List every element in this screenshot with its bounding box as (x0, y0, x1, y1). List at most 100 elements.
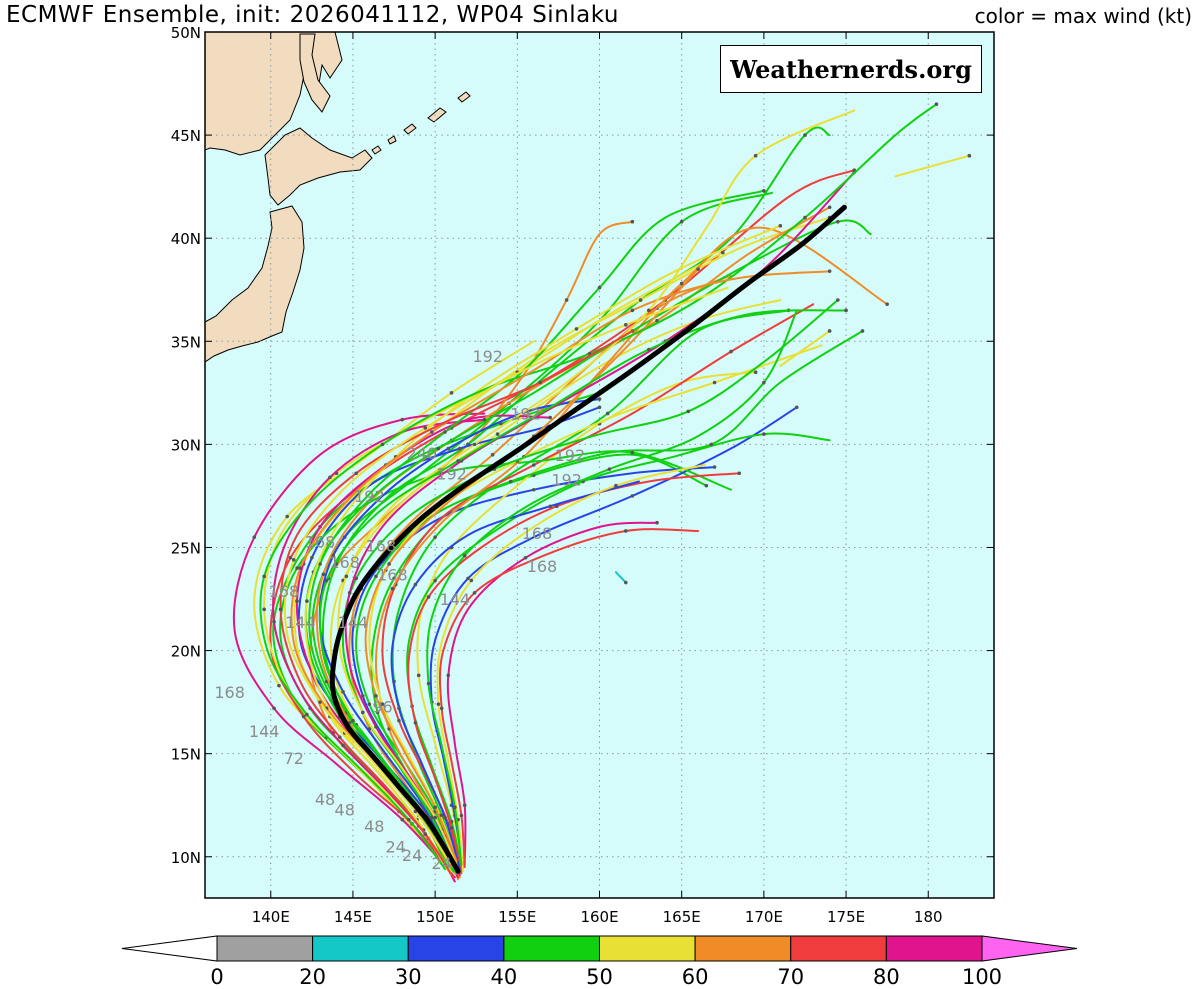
track-point (679, 219, 684, 224)
track-point (597, 397, 602, 401)
track-point (436, 446, 441, 451)
track-point (337, 735, 342, 739)
track-point (647, 347, 651, 352)
colorbar-segment (885, 935, 983, 962)
track-point (380, 702, 385, 706)
ensemble-member-track (406, 432, 831, 871)
lon-tick-label: 155E (498, 908, 536, 926)
forecast-hour-label: 168 (522, 524, 553, 543)
track-point (341, 743, 345, 748)
lon-tick-label: 170E (745, 908, 783, 926)
track-point (762, 432, 766, 436)
track-point (709, 442, 714, 447)
ensemble-member-track (263, 251, 724, 873)
track-point (341, 690, 345, 694)
lat-tick-label: 45N (171, 127, 201, 145)
lat-tick-label: 15N (171, 746, 201, 764)
ensemble-mean-track (329, 204, 847, 874)
track-point (624, 322, 628, 327)
forecast-hour-label: 192 (472, 347, 503, 366)
track-point (449, 391, 454, 395)
track-point (495, 432, 500, 436)
colorbar-tick-label: 20 (299, 965, 326, 989)
ensemble-member-track (436, 464, 706, 873)
track-point (466, 576, 470, 581)
track-point (285, 514, 289, 519)
forecast-hour-label: 168 (329, 553, 360, 572)
forecast-hour-label: 168 (527, 557, 558, 576)
ensemble-member-track (279, 330, 634, 879)
track-point (885, 302, 889, 306)
colorbar-segment (407, 935, 505, 962)
track-point (278, 607, 283, 612)
track-point (426, 595, 431, 599)
track-point (704, 483, 709, 488)
track-point (361, 694, 365, 698)
track-point (331, 553, 336, 558)
track-point (387, 562, 391, 566)
track-point (624, 580, 628, 585)
track-point (305, 599, 309, 603)
ensemble-member-track (272, 418, 486, 883)
track-point (295, 566, 299, 570)
ensemble-member-track (253, 340, 535, 866)
lat-lon-grid (205, 32, 994, 898)
colorbar-segment (790, 935, 887, 962)
track-point (638, 298, 643, 302)
lon-tick-label: 175E (827, 908, 865, 926)
lat-tick-label: 30N (171, 436, 201, 454)
lat-tick-label: 40N (171, 230, 201, 248)
forecast-hour-label: 24 (402, 846, 422, 865)
track-point (508, 479, 513, 484)
track-point (630, 308, 635, 313)
forecast-hour-label: 144 (338, 613, 369, 632)
track-point (272, 706, 276, 711)
lon-tick-label: 150E (416, 908, 454, 926)
track-point (416, 673, 421, 678)
track-point (413, 582, 418, 587)
lon-tick-label: 165E (663, 908, 701, 926)
colorbar-segment (599, 935, 696, 962)
track-point (433, 578, 437, 583)
track-point (374, 694, 378, 698)
track-point (624, 529, 628, 533)
track-point (252, 535, 257, 539)
forecast-hour-label: 168 (269, 582, 300, 601)
forecast-hour-label: 144 (249, 722, 280, 741)
track-point (729, 349, 733, 354)
track-point (449, 826, 454, 830)
track-point (453, 805, 457, 810)
forecast-hour-label: 72 (284, 749, 304, 768)
colorbar-tick-label: 80 (873, 965, 900, 989)
chart-title: ECMWF Ensemble, init: 2026041112, WP04 S… (6, 2, 619, 28)
track-point (446, 673, 451, 678)
track-point (351, 718, 355, 723)
colorbar-tick-label: 30 (395, 965, 422, 989)
track-point (423, 426, 428, 430)
track-point (433, 535, 437, 539)
track-point (430, 815, 434, 820)
track-point (794, 405, 799, 410)
track-point (310, 555, 314, 560)
ensemble-tracks (232, 102, 972, 883)
ensemble-member-track (337, 109, 856, 871)
track-point (531, 487, 536, 492)
track-point (374, 725, 378, 729)
track-point (548, 504, 552, 509)
track-point (295, 599, 299, 603)
ensemble-member-track (374, 226, 889, 879)
track-point (407, 817, 411, 822)
track-point (686, 409, 691, 414)
wind-colorbar (121, 935, 1078, 962)
forecast-hour-label: 96 (372, 697, 392, 716)
track-point (324, 578, 329, 583)
track-point (762, 188, 766, 193)
colorbar-tick-label: 100 (962, 965, 1002, 989)
latitude-axis: 10N 15N 20N 25N 30N 35N 40N 45N 50N (171, 24, 994, 867)
track-point (803, 215, 807, 220)
track-point (446, 446, 451, 451)
forecast-hour-label: 192 (436, 464, 467, 483)
lat-tick-label: 25N (171, 539, 201, 557)
track-point (597, 285, 602, 290)
